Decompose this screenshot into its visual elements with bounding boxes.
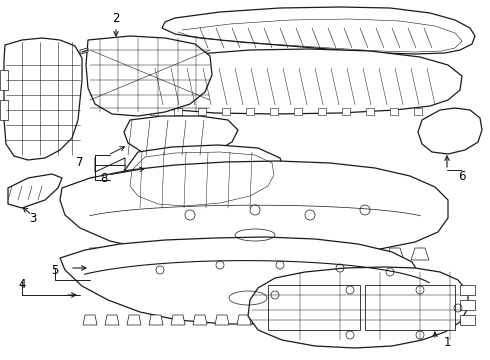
Text: 8: 8 [100, 171, 108, 184]
Polygon shape [325, 315, 339, 325]
Polygon shape [411, 248, 429, 260]
Polygon shape [237, 315, 251, 325]
Polygon shape [186, 248, 204, 260]
Polygon shape [366, 108, 374, 115]
Text: 3: 3 [29, 211, 37, 225]
Polygon shape [111, 248, 129, 260]
Polygon shape [347, 315, 361, 325]
Polygon shape [259, 315, 273, 325]
Polygon shape [149, 315, 163, 325]
Polygon shape [124, 116, 238, 156]
Polygon shape [80, 48, 88, 54]
Text: 6: 6 [458, 171, 466, 184]
Polygon shape [150, 108, 158, 115]
Polygon shape [60, 237, 420, 324]
Polygon shape [248, 267, 468, 348]
Polygon shape [171, 315, 185, 325]
Polygon shape [0, 100, 8, 120]
Polygon shape [418, 108, 482, 154]
Polygon shape [460, 285, 475, 295]
Polygon shape [270, 108, 278, 115]
Polygon shape [161, 248, 179, 260]
Polygon shape [336, 248, 354, 260]
Polygon shape [268, 285, 360, 330]
Polygon shape [311, 248, 329, 260]
Polygon shape [86, 248, 104, 260]
Polygon shape [215, 315, 229, 325]
Text: 7: 7 [76, 156, 84, 168]
Polygon shape [369, 315, 383, 325]
Polygon shape [222, 108, 230, 115]
Polygon shape [391, 315, 405, 325]
Polygon shape [162, 7, 475, 54]
Polygon shape [246, 108, 254, 115]
Polygon shape [4, 38, 82, 160]
Polygon shape [105, 315, 119, 325]
Polygon shape [128, 49, 462, 114]
Polygon shape [318, 108, 326, 115]
Polygon shape [365, 285, 455, 330]
Polygon shape [303, 315, 317, 325]
Polygon shape [361, 248, 379, 260]
Polygon shape [83, 315, 97, 325]
Text: 4: 4 [18, 279, 26, 292]
Polygon shape [136, 248, 154, 260]
Polygon shape [60, 161, 448, 258]
Polygon shape [193, 315, 207, 325]
Text: 2: 2 [112, 12, 120, 24]
Polygon shape [460, 315, 475, 325]
Polygon shape [127, 315, 141, 325]
Polygon shape [198, 108, 206, 115]
Polygon shape [460, 300, 475, 310]
Polygon shape [0, 70, 8, 90]
Polygon shape [286, 248, 304, 260]
Text: 5: 5 [51, 264, 59, 276]
Polygon shape [174, 108, 182, 115]
Polygon shape [211, 248, 229, 260]
Polygon shape [8, 174, 62, 208]
Polygon shape [281, 315, 295, 325]
Polygon shape [261, 248, 279, 260]
Polygon shape [236, 248, 254, 260]
Polygon shape [390, 108, 398, 115]
Polygon shape [342, 108, 350, 115]
Polygon shape [414, 108, 422, 115]
Polygon shape [120, 145, 285, 212]
Polygon shape [86, 36, 212, 116]
Text: 1: 1 [443, 337, 451, 350]
Polygon shape [294, 108, 302, 115]
Polygon shape [386, 248, 404, 260]
